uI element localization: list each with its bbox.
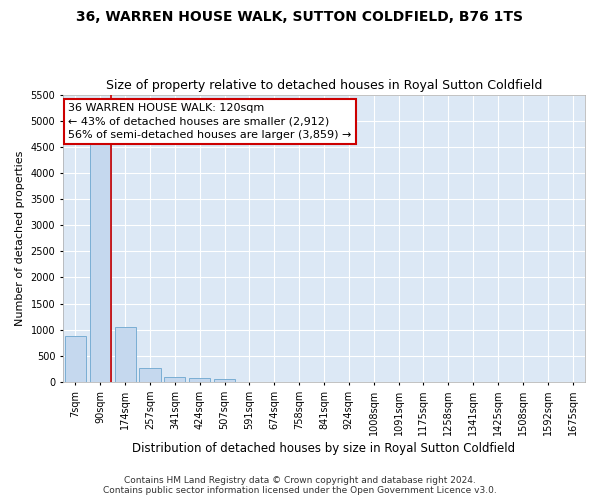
Title: Size of property relative to detached houses in Royal Sutton Coldfield: Size of property relative to detached ho… — [106, 79, 542, 92]
Text: 36, WARREN HOUSE WALK, SUTTON COLDFIELD, B76 1TS: 36, WARREN HOUSE WALK, SUTTON COLDFIELD,… — [77, 10, 523, 24]
Bar — [115, 326, 136, 382]
Bar — [164, 377, 185, 382]
Text: 36 WARREN HOUSE WALK: 120sqm
← 43% of detached houses are smaller (2,912)
56% of: 36 WARREN HOUSE WALK: 120sqm ← 43% of de… — [68, 103, 352, 140]
Bar — [214, 379, 235, 382]
Bar — [189, 378, 210, 382]
Y-axis label: Number of detached properties: Number of detached properties — [15, 150, 25, 326]
Bar — [65, 336, 86, 382]
Bar — [139, 368, 161, 382]
X-axis label: Distribution of detached houses by size in Royal Sutton Coldfield: Distribution of detached houses by size … — [133, 442, 515, 455]
Text: Contains HM Land Registry data © Crown copyright and database right 2024.
Contai: Contains HM Land Registry data © Crown c… — [103, 476, 497, 495]
Bar — [89, 144, 111, 382]
